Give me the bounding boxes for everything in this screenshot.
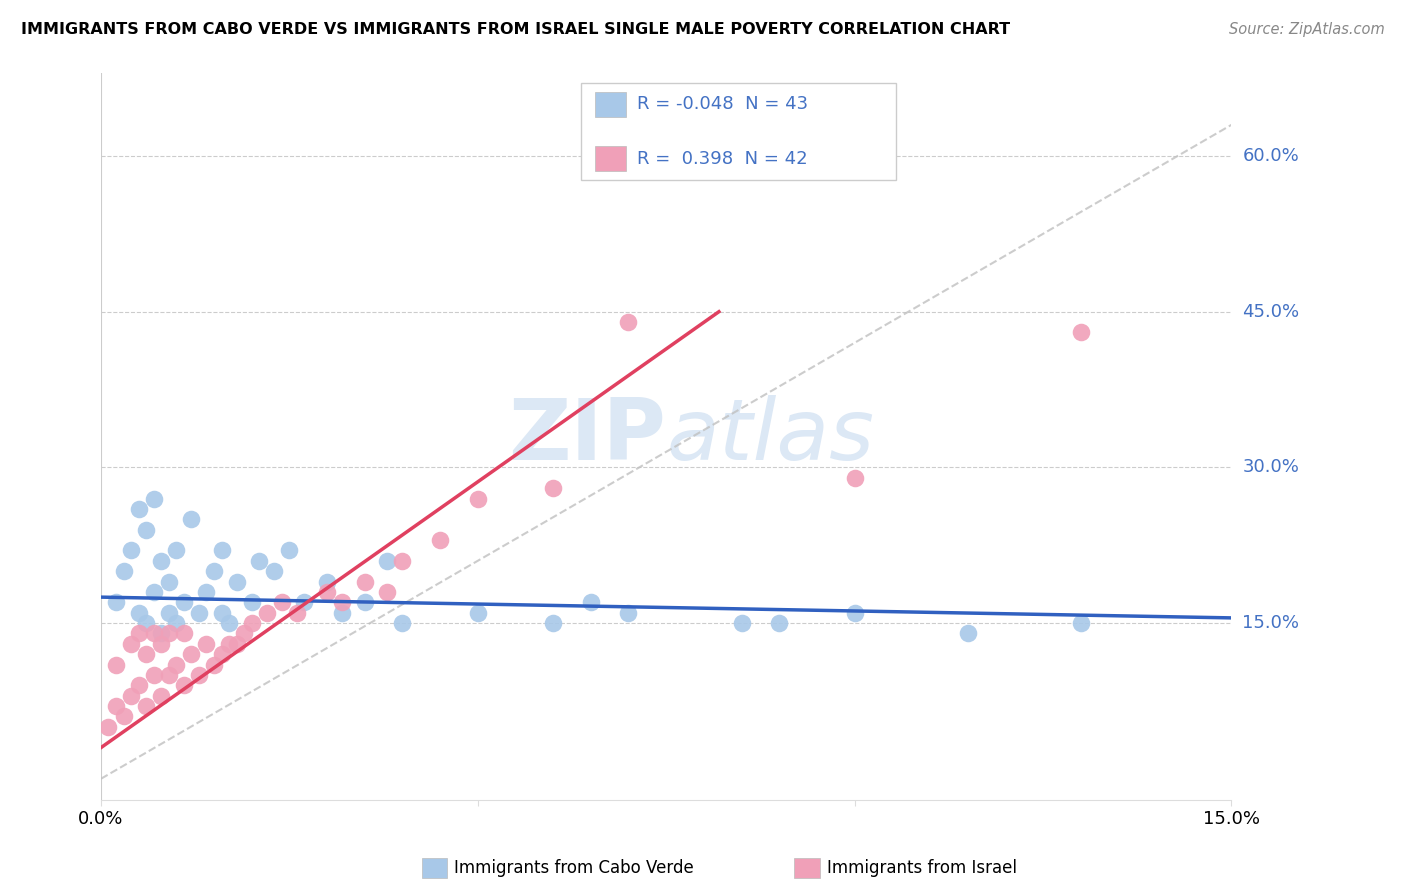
Point: [316, 574, 339, 589]
Point: [142, 626, 165, 640]
Point: [240, 616, 263, 631]
Point: [391, 616, 413, 631]
Point: [157, 606, 180, 620]
Point: [1070, 616, 1092, 631]
Point: [157, 668, 180, 682]
Point: [541, 616, 564, 631]
Point: [202, 564, 225, 578]
Point: [617, 315, 640, 329]
Point: [429, 533, 451, 547]
Point: [256, 606, 278, 620]
Point: [240, 595, 263, 609]
Point: [150, 626, 173, 640]
Point: [353, 574, 375, 589]
Point: [120, 543, 142, 558]
Point: [294, 595, 316, 609]
Point: [173, 626, 195, 640]
Point: [375, 554, 398, 568]
Text: Immigrants from Israel: Immigrants from Israel: [827, 859, 1017, 877]
Point: [579, 595, 602, 609]
Point: [120, 689, 142, 703]
Point: [128, 626, 150, 640]
Point: [195, 637, 218, 651]
Point: [150, 637, 173, 651]
Point: [330, 595, 353, 609]
Text: IMMIGRANTS FROM CABO VERDE VS IMMIGRANTS FROM ISRAEL SINGLE MALE POVERTY CORRELA: IMMIGRANTS FROM CABO VERDE VS IMMIGRANTS…: [21, 22, 1011, 37]
Point: [150, 689, 173, 703]
Point: [211, 543, 233, 558]
Point: [956, 626, 979, 640]
Point: [375, 585, 398, 599]
Point: [330, 606, 353, 620]
Text: Source: ZipAtlas.com: Source: ZipAtlas.com: [1229, 22, 1385, 37]
Point: [165, 543, 187, 558]
Point: [617, 606, 640, 620]
Point: [844, 471, 866, 485]
Point: [128, 502, 150, 516]
Point: [135, 647, 157, 661]
Point: [467, 491, 489, 506]
Point: [173, 595, 195, 609]
Point: [120, 637, 142, 651]
Point: [135, 523, 157, 537]
Point: [353, 595, 375, 609]
Point: [730, 616, 752, 631]
Text: 60.0%: 60.0%: [1243, 147, 1299, 165]
Point: [225, 637, 247, 651]
Point: [112, 564, 135, 578]
Text: R =  0.398  N = 42: R = 0.398 N = 42: [637, 150, 807, 168]
Point: [142, 585, 165, 599]
Text: 30.0%: 30.0%: [1243, 458, 1299, 476]
Point: [1070, 326, 1092, 340]
Point: [105, 699, 128, 714]
Point: [173, 678, 195, 692]
Point: [180, 647, 202, 661]
Point: [128, 606, 150, 620]
Point: [142, 491, 165, 506]
Point: [180, 512, 202, 526]
Point: [278, 543, 301, 558]
Text: 15.0%: 15.0%: [1243, 614, 1299, 632]
Point: [165, 616, 187, 631]
Point: [142, 668, 165, 682]
Point: [187, 668, 209, 682]
Point: [135, 699, 157, 714]
Point: [105, 595, 128, 609]
Point: [202, 657, 225, 672]
Point: [233, 626, 256, 640]
Text: Immigrants from Cabo Verde: Immigrants from Cabo Verde: [454, 859, 695, 877]
Point: [768, 616, 790, 631]
Point: [157, 574, 180, 589]
Point: [157, 626, 180, 640]
Point: [316, 585, 339, 599]
Text: ZIP: ZIP: [509, 395, 666, 478]
Point: [225, 574, 247, 589]
Point: [128, 678, 150, 692]
Point: [150, 554, 173, 568]
Point: [467, 606, 489, 620]
Point: [165, 657, 187, 672]
Point: [218, 616, 240, 631]
Point: [211, 647, 233, 661]
Point: [218, 637, 240, 651]
Point: [195, 585, 218, 599]
Point: [187, 606, 209, 620]
Point: [247, 554, 270, 568]
Point: [97, 720, 120, 734]
Point: [541, 481, 564, 495]
Text: R = -0.048  N = 43: R = -0.048 N = 43: [637, 95, 808, 113]
Point: [391, 554, 413, 568]
Point: [105, 657, 128, 672]
Point: [135, 616, 157, 631]
Text: atlas: atlas: [666, 395, 875, 478]
Point: [112, 709, 135, 723]
Text: 45.0%: 45.0%: [1243, 302, 1299, 321]
Point: [844, 606, 866, 620]
Point: [285, 606, 308, 620]
Point: [270, 595, 292, 609]
Point: [211, 606, 233, 620]
Point: [263, 564, 285, 578]
